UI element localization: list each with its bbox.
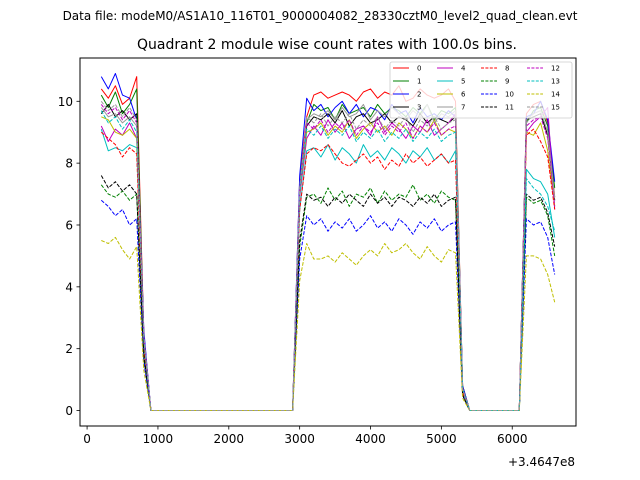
x-tick-label: 2000 xyxy=(214,432,245,446)
y-tick-label: 0 xyxy=(65,404,73,418)
series-line-11 xyxy=(100,175,556,411)
y-axis: 0 2 4 6 8 10 xyxy=(58,95,80,418)
chart-title: Quadrant 2 module wise count rates with … xyxy=(137,37,517,53)
x-tick-label: 5000 xyxy=(426,432,457,446)
y-tick-label: 2 xyxy=(65,342,73,356)
x-tick-label: 4000 xyxy=(355,432,386,446)
legend-label-4: 4 xyxy=(461,65,466,73)
series-line-6 xyxy=(101,116,556,411)
y-tick-label: 4 xyxy=(65,280,73,294)
x-tick-label: 0 xyxy=(83,432,91,446)
x-offset-label: +3.4647e8 xyxy=(508,455,575,469)
series-line-13 xyxy=(100,110,556,411)
legend-label-0: 0 xyxy=(417,65,421,73)
legend-box xyxy=(389,61,573,119)
series-line-7 xyxy=(100,103,556,411)
series-line-2 xyxy=(100,73,556,411)
plot-frame xyxy=(79,57,577,427)
x-tick-label: 1000 xyxy=(143,432,174,446)
series-line-5 xyxy=(100,128,556,411)
legend-label-13: 13 xyxy=(551,78,560,86)
legend-label-1: 1 xyxy=(417,78,421,86)
legend-label-3: 3 xyxy=(417,104,421,112)
series-line-14 xyxy=(101,236,556,411)
series-layer xyxy=(100,73,556,411)
legend-label-8: 8 xyxy=(505,65,509,73)
x-tick-label: 3000 xyxy=(284,432,315,446)
series-line-8 xyxy=(100,128,556,411)
legend-label-5: 5 xyxy=(461,78,465,86)
legend-label-14: 14 xyxy=(551,91,560,99)
legend-label-10: 10 xyxy=(505,91,514,99)
y-tick-label: 6 xyxy=(65,218,73,232)
series-line-10 xyxy=(100,199,556,411)
series-line-0 xyxy=(100,76,556,411)
y-tick-label: 8 xyxy=(65,157,73,171)
legend-label-12: 12 xyxy=(551,65,560,73)
series-line-9 xyxy=(100,184,556,411)
legend-label-9: 9 xyxy=(505,78,509,86)
x-axis: 0 1000 2000 3000 4000 5000 6000 xyxy=(83,426,528,446)
legend-label-6: 6 xyxy=(461,91,466,99)
legend-label-11: 11 xyxy=(505,104,514,112)
y-tick-label: 10 xyxy=(58,95,73,109)
chart-suptitle: Data file: modeM0/AS1A10_116T01_90000040… xyxy=(63,9,578,23)
x-tick-label: 6000 xyxy=(497,432,528,446)
series-line-4 xyxy=(100,107,556,411)
legend-label-15: 15 xyxy=(551,104,560,112)
legend-label-7: 7 xyxy=(461,104,465,112)
series-line-1 xyxy=(100,88,556,411)
series-line-15 xyxy=(100,100,556,411)
series-line-12 xyxy=(100,104,556,411)
legend-label-2: 2 xyxy=(417,91,421,99)
series-line-3 xyxy=(100,103,556,411)
